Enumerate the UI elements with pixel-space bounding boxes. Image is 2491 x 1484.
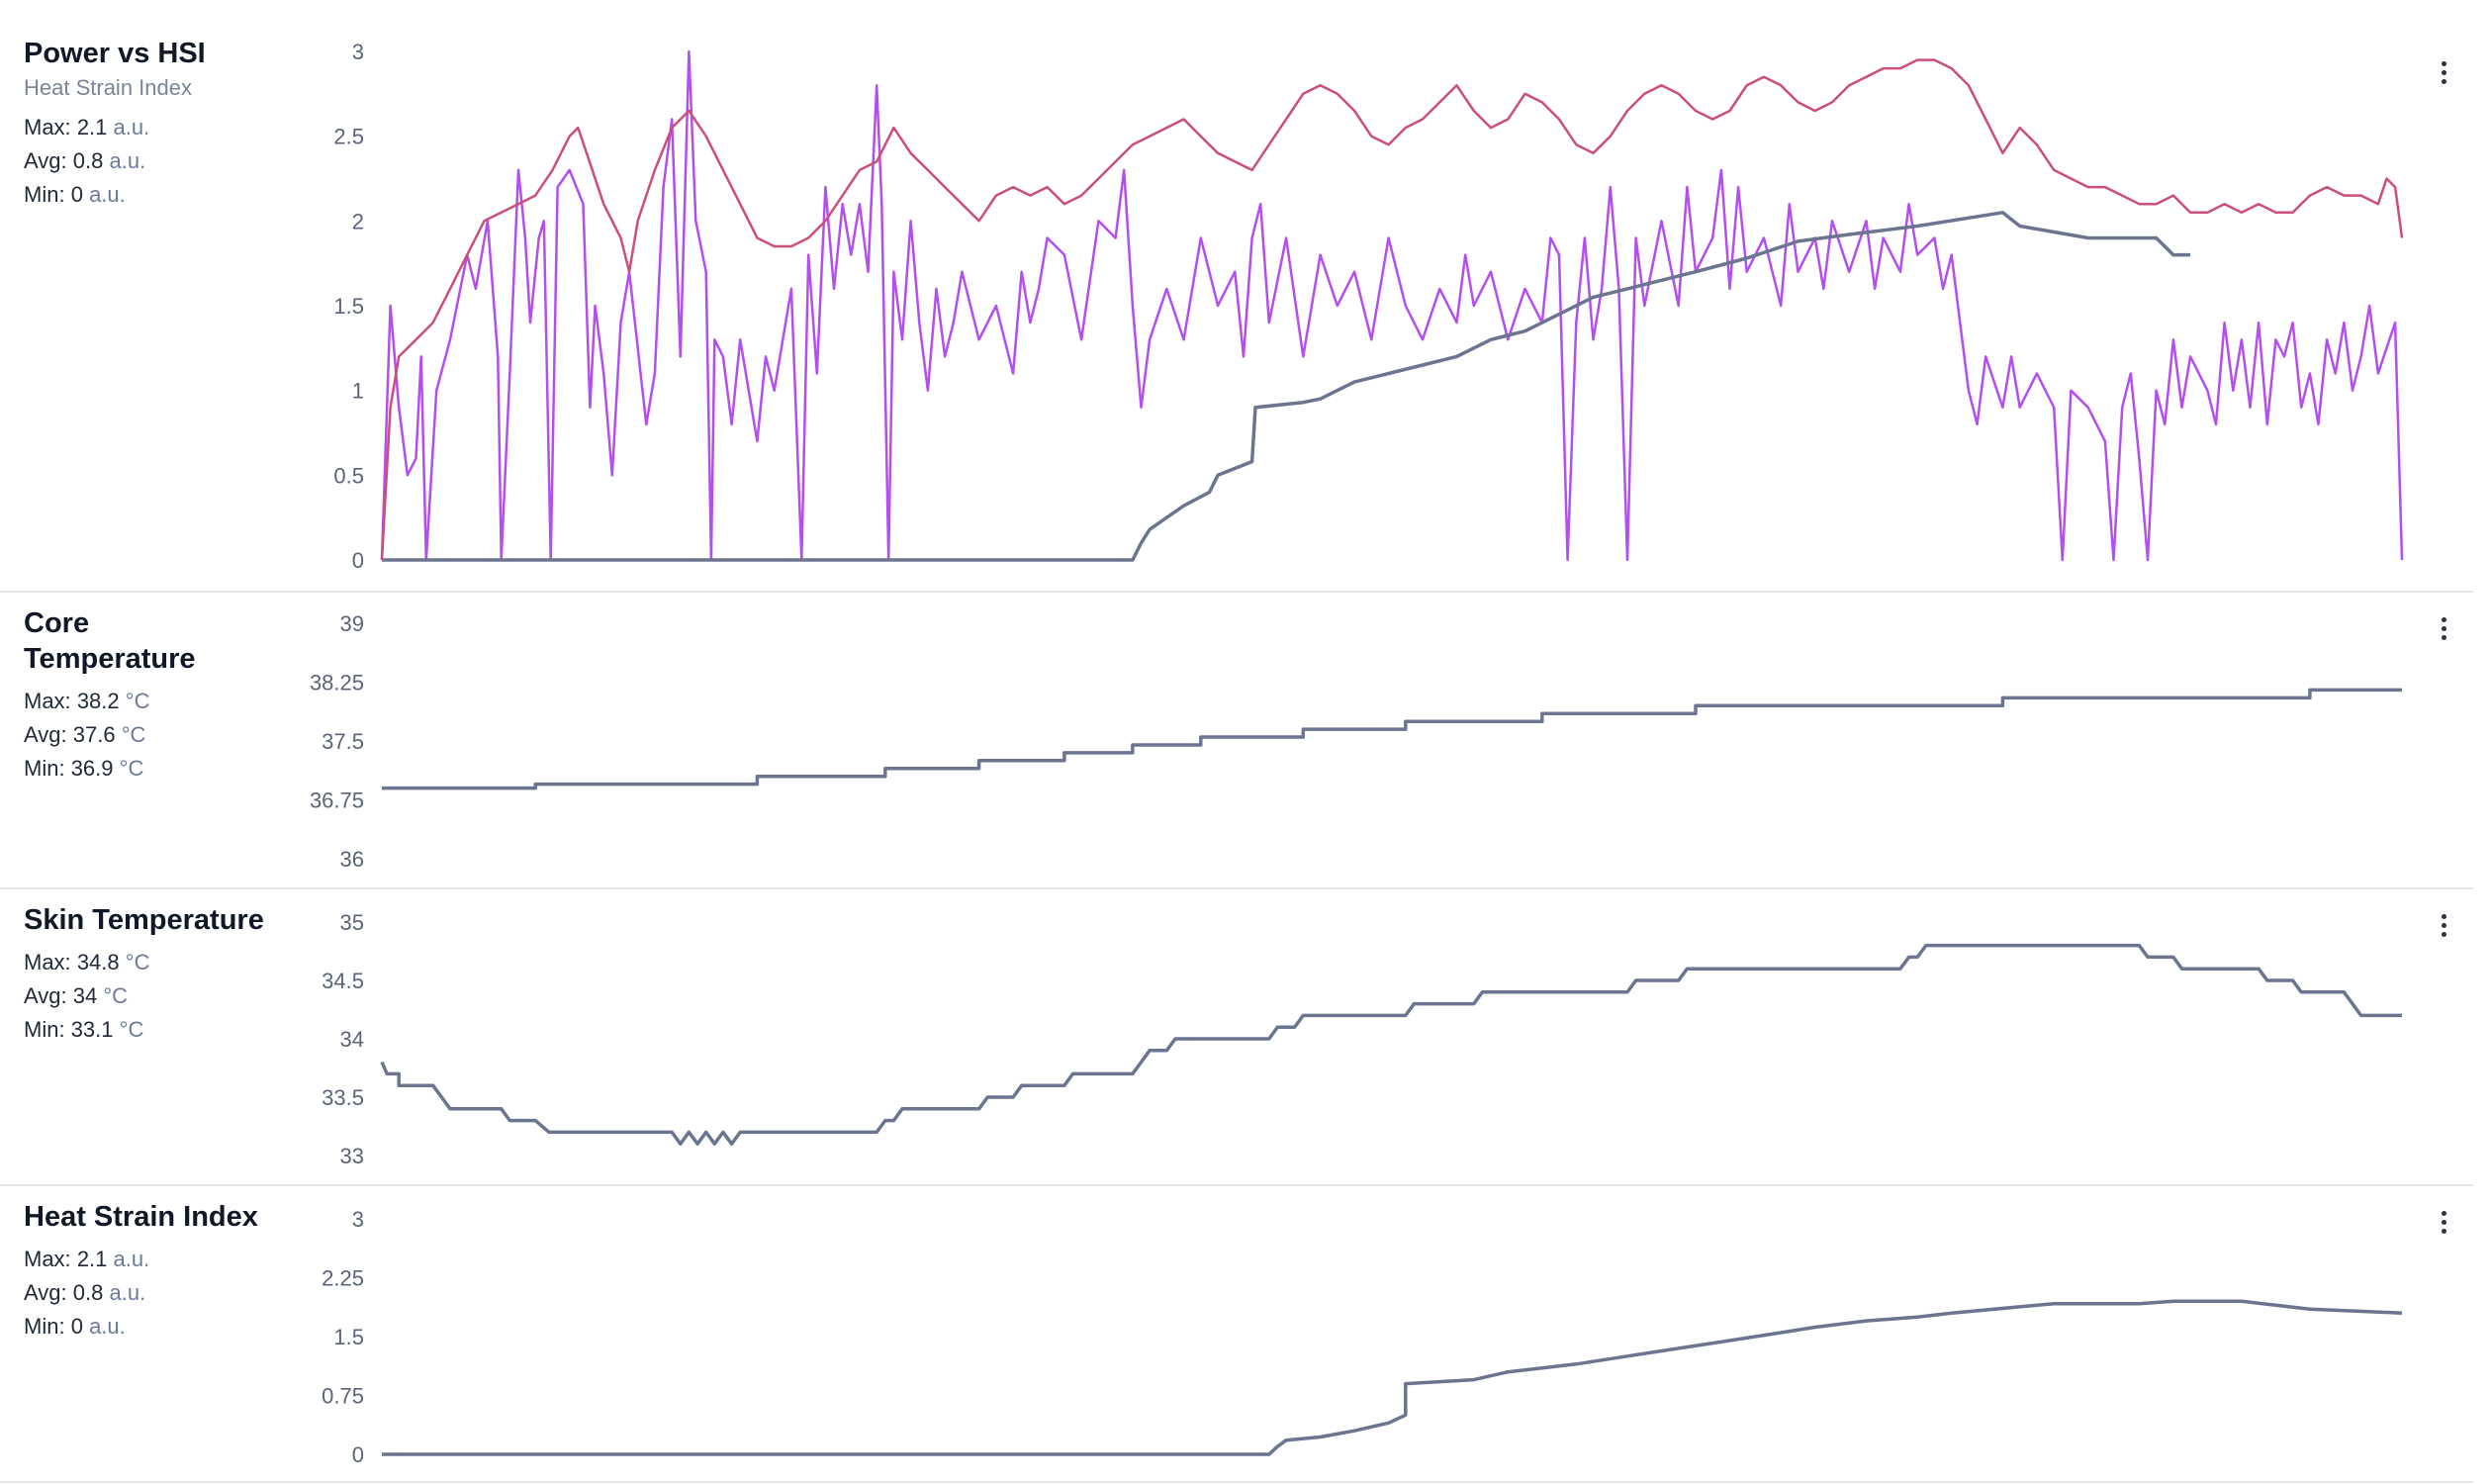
kebab-menu-icon[interactable] [2429, 613, 2458, 653]
stat-avg: Avg: 0.8 a.u. [24, 148, 146, 173]
y-tick-label: 36 [340, 847, 364, 872]
kebab-menu-icon[interactable] [2429, 910, 2458, 950]
power-vs-hsi-panel: Power vs HSI Heat Strain Index Max: 2.1 … [0, 0, 2491, 594]
panel-title: Power vs HSI [24, 38, 206, 69]
stat-min: Min: 33.1 °C [24, 1017, 144, 1042]
skin-temperature-panel: Skin Temperature Max: 34.8 °C Avg: 34 °C… [0, 890, 2491, 1187]
panel-divider [0, 1481, 2473, 1483]
stat-max: Max: 34.8 °C [24, 950, 150, 974]
panel-title: Skin Temperature [24, 904, 264, 936]
panel-divider [0, 887, 2473, 889]
panel-title: Core Temperature [24, 607, 196, 675]
panel-info: Heat Strain Index Max: 2.1 a.u. Avg: 0.8… [24, 1199, 311, 1344]
y-tick-label: 38.25 [310, 671, 364, 696]
series-line-core [382, 688, 2402, 790]
y-tick-label: 0.5 [333, 463, 364, 488]
y-tick-label: 1.5 [333, 1325, 364, 1349]
y-tick-label: 2 [352, 209, 364, 233]
y-tick-label: 0 [352, 1442, 364, 1467]
y-tick-label: 2.25 [322, 1266, 364, 1291]
series-line-smoothed [380, 58, 2404, 561]
y-tick-label: 33.5 [322, 1085, 364, 1110]
core-temperature-chart: 36 36.75 37.5 38.25 39 [310, 611, 2402, 872]
y-tick-label: 3 [352, 40, 364, 64]
y-tick-label: 37.5 [322, 729, 364, 754]
skin-temperature-chart: 33 33.5 34 34.5 35 [322, 910, 2402, 1168]
y-tick-label: 2.5 [333, 125, 364, 149]
panel-stats: Max: 2.1 a.u. Avg: 0.8 a.u. Min: 0 a.u. [24, 1243, 311, 1344]
series-line-hsi [382, 1299, 2403, 1456]
series-line-power [380, 49, 2404, 562]
y-tick-label: 39 [340, 611, 364, 636]
y-tick-label: 33 [340, 1144, 364, 1168]
stat-max: Max: 2.1 a.u. [24, 115, 150, 139]
stat-avg: Avg: 0.8 a.u. [24, 1280, 146, 1305]
panel-divider [0, 591, 2473, 593]
core-temperature-panel: Core Temperature Max: 38.2 °C Avg: 37.6 … [0, 594, 2491, 890]
panel-info: Core Temperature Max: 38.2 °C Avg: 37.6 … [24, 605, 311, 786]
panel-stats: Max: 34.8 °C Avg: 34 °C Min: 33.1 °C [24, 946, 311, 1047]
panel-subtitle: Heat Strain Index [24, 75, 192, 100]
panel-info: Power vs HSI Heat Strain Index Max: 2.1 … [24, 36, 311, 212]
kebab-menu-icon[interactable] [2429, 57, 2458, 97]
stat-max: Max: 2.1 a.u. [24, 1247, 150, 1271]
y-tick-label: 3 [352, 1207, 364, 1232]
heat-strain-index-panel: Heat Strain Index Max: 2.1 a.u. Avg: 0.8… [0, 1187, 2491, 1484]
stat-min: Min: 0 a.u. [24, 182, 126, 207]
y-tick-label: 34.5 [322, 969, 364, 993]
y-tick-label: 34 [340, 1027, 364, 1052]
stat-max: Max: 38.2 °C [24, 689, 150, 713]
y-tick-label: 35 [340, 910, 364, 935]
panel-stats: Max: 38.2 °C Avg: 37.6 °C Min: 36.9 °C [24, 685, 311, 786]
kebab-menu-icon[interactable] [2429, 1207, 2458, 1247]
power-vs-hsi-chart: 0 0.5 1 1.5 2 2.5 3 [333, 40, 2404, 573]
series-line-hsi [382, 211, 2191, 562]
panel-stats: Max: 2.1 a.u. Avg: 0.8 a.u. Min: 0 a.u. [24, 111, 311, 212]
series-line-skin [380, 943, 2402, 1146]
y-tick-label: 0 [352, 548, 364, 573]
panel-title: Heat Strain Index [24, 1201, 258, 1233]
panel-divider [0, 1184, 2473, 1186]
y-tick-label: 1 [352, 379, 364, 404]
panel-info: Skin Temperature Max: 34.8 °C Avg: 34 °C… [24, 902, 311, 1047]
stat-min: Min: 0 a.u. [24, 1314, 126, 1339]
y-tick-label: 1.5 [333, 294, 364, 319]
stat-avg: Avg: 34 °C [24, 983, 129, 1008]
stat-min: Min: 36.9 °C [24, 756, 144, 781]
y-tick-label: 0.75 [322, 1384, 364, 1409]
heat-strain-index-chart: 0 0.75 1.5 2.25 3 [322, 1207, 2403, 1467]
y-tick-label: 36.75 [310, 788, 364, 813]
stat-avg: Avg: 37.6 °C [24, 722, 146, 747]
